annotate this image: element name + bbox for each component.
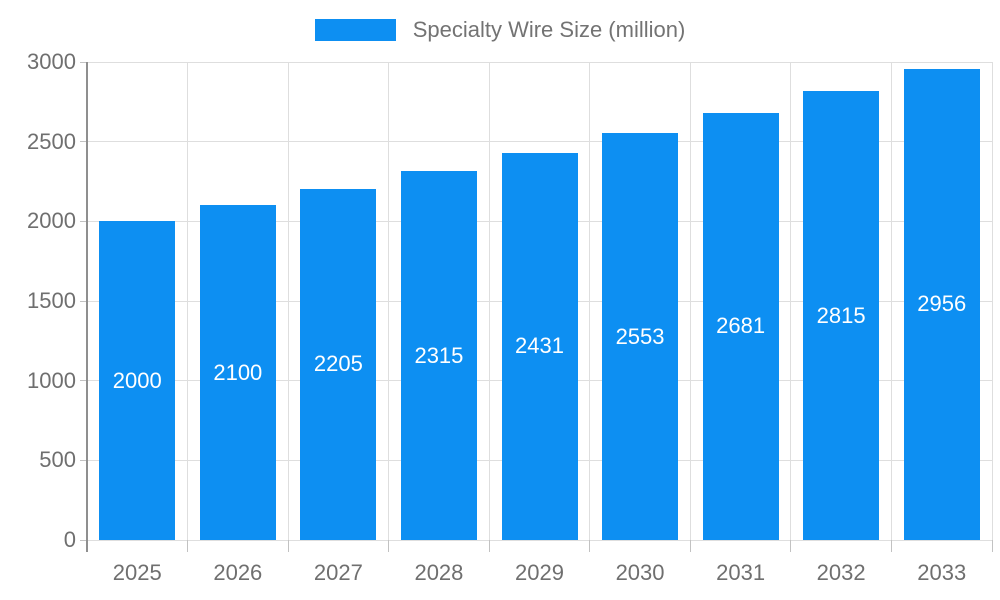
gridline-vertical bbox=[187, 62, 189, 540]
x-axis-label: 2030 bbox=[615, 560, 665, 585]
y-axis-line bbox=[86, 62, 88, 552]
bar-value-label: 2553 bbox=[615, 323, 665, 349]
bar[interactable]: 2681 bbox=[702, 112, 779, 540]
x-axis-tick bbox=[187, 540, 189, 552]
y-axis-label: 2500 bbox=[27, 128, 76, 154]
x-axis-tick bbox=[790, 540, 792, 552]
x-axis-tick bbox=[890, 540, 892, 552]
gridline-vertical bbox=[589, 62, 591, 540]
y-axis-label: 500 bbox=[39, 447, 76, 473]
x-axis-label: 2033 bbox=[917, 560, 967, 585]
y-axis-label: 3000 bbox=[27, 49, 76, 74]
x-axis-label: 2029 bbox=[515, 560, 564, 585]
bar-value-label: 2431 bbox=[515, 333, 564, 359]
bar[interactable]: 2431 bbox=[501, 152, 578, 540]
x-axis-tick bbox=[388, 540, 390, 552]
bar-value-label: 2000 bbox=[112, 367, 162, 393]
y-axis-tick bbox=[80, 220, 87, 222]
x-axis-tick bbox=[488, 540, 490, 552]
bar[interactable]: 2000 bbox=[99, 221, 176, 540]
legend-item[interactable]: Specialty Wire Size (million) bbox=[0, 17, 1000, 43]
bar[interactable]: 2100 bbox=[199, 205, 276, 540]
y-axis-tick bbox=[80, 459, 87, 461]
y-axis-label: 2000 bbox=[27, 208, 76, 234]
x-axis-label: 2025 bbox=[112, 560, 162, 585]
bar-value-label: 2315 bbox=[414, 342, 464, 368]
bar[interactable]: 2956 bbox=[903, 69, 980, 540]
x-axis-label: 2027 bbox=[313, 560, 363, 585]
bar[interactable]: 2815 bbox=[803, 91, 880, 540]
gridline-vertical bbox=[488, 62, 490, 540]
y-axis-label: 1000 bbox=[27, 367, 76, 393]
y-axis-label: 0 bbox=[63, 527, 76, 552]
gridline-vertical bbox=[689, 62, 691, 540]
gridline-horizontal bbox=[87, 61, 992, 63]
legend-swatch bbox=[314, 19, 396, 41]
gridline-vertical bbox=[790, 62, 792, 540]
legend-label: Specialty Wire Size (million) bbox=[412, 17, 686, 42]
y-axis-tick bbox=[80, 380, 87, 382]
bar-value-label: 2681 bbox=[716, 313, 766, 339]
y-axis-tick bbox=[80, 61, 87, 63]
bar-value-label: 2100 bbox=[213, 359, 263, 385]
gridline-vertical bbox=[388, 62, 390, 540]
bar-value-label: 2815 bbox=[816, 302, 866, 328]
x-axis-label: 2028 bbox=[414, 560, 464, 585]
y-axis-tick bbox=[80, 141, 87, 143]
y-axis-label: 1500 bbox=[27, 288, 76, 313]
x-axis-tick bbox=[991, 540, 993, 552]
x-axis-tick bbox=[589, 540, 591, 552]
x-axis-label: 2031 bbox=[716, 560, 766, 585]
y-axis-tick bbox=[80, 300, 87, 302]
bar-value-label: 2205 bbox=[313, 351, 363, 377]
x-axis-tick bbox=[689, 540, 691, 552]
gridline-vertical bbox=[890, 62, 892, 540]
x-axis-label: 2026 bbox=[213, 560, 263, 585]
x-axis-label: 2032 bbox=[816, 560, 866, 585]
y-axis-tick bbox=[80, 539, 87, 541]
gridline-horizontal bbox=[87, 539, 992, 541]
bar[interactable]: 2205 bbox=[300, 188, 377, 540]
gridline-vertical bbox=[991, 62, 993, 540]
bar[interactable]: 2315 bbox=[400, 171, 477, 540]
bar-value-label: 2956 bbox=[917, 291, 967, 317]
gridline-horizontal bbox=[87, 141, 992, 143]
x-axis-tick bbox=[287, 540, 289, 552]
bar[interactable]: 2553 bbox=[602, 133, 679, 540]
gridline-vertical bbox=[287, 62, 289, 540]
